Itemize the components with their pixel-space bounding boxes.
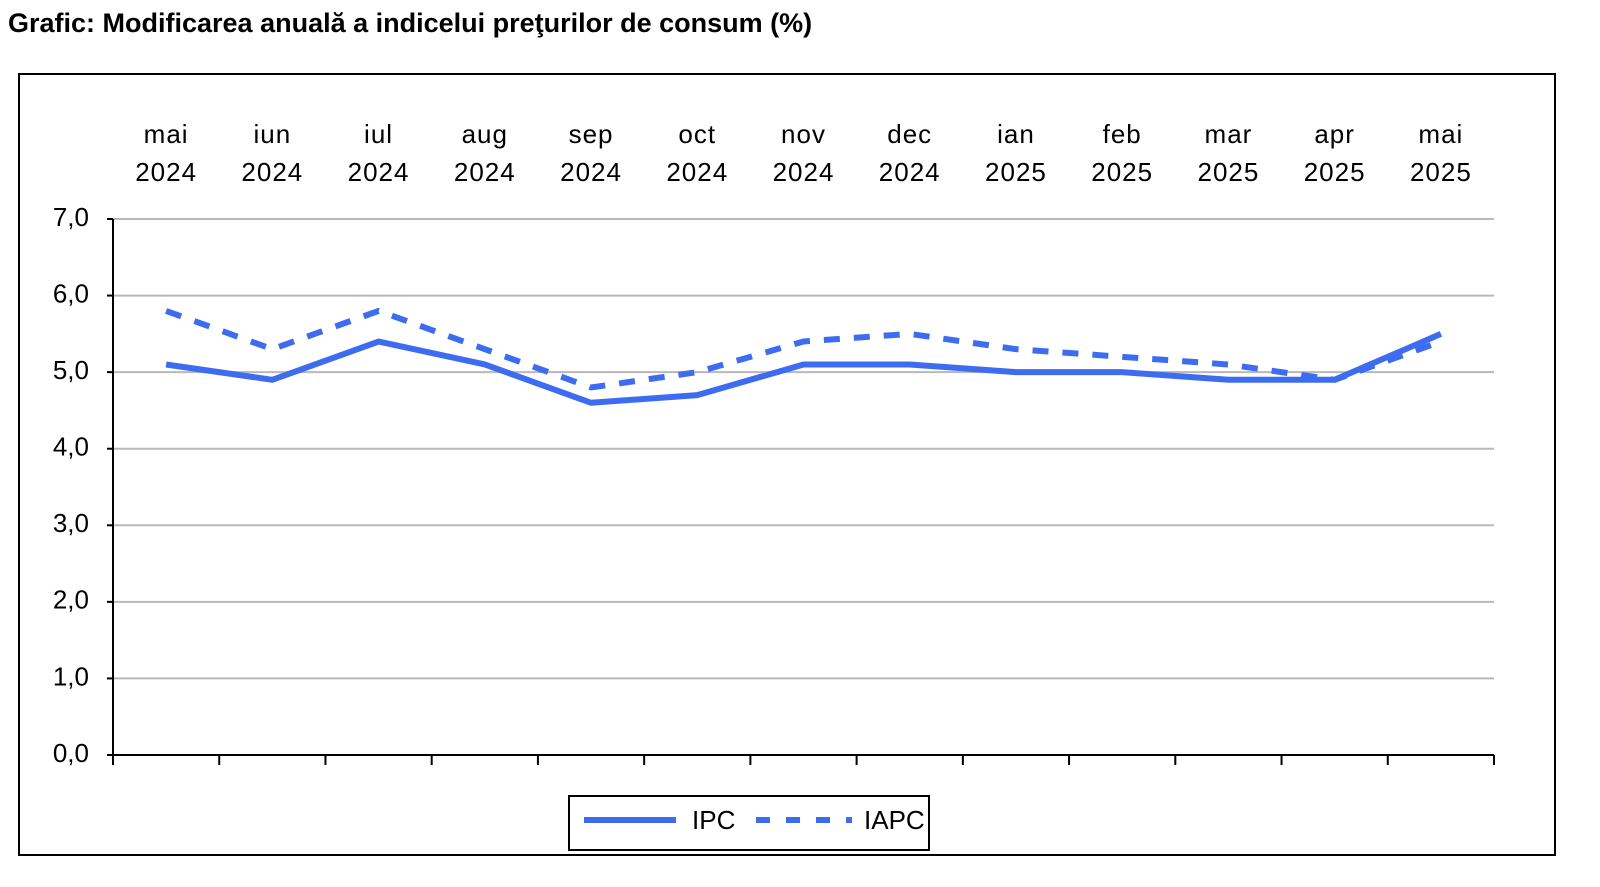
x-tick-label: feb 2025 [1091, 119, 1154, 187]
legend-label: IAPC [864, 805, 925, 835]
x-tick-label: mai 2025 [1409, 119, 1472, 187]
y-tick-label: 5,0 [53, 355, 89, 385]
x-tick-label: apr 2025 [1303, 119, 1366, 187]
x-tick-label: ian 2025 [985, 119, 1047, 187]
x-tick-label: sep 2024 [560, 119, 622, 187]
y-tick-label: 7,0 [53, 202, 89, 232]
x-tick-label: nov 2024 [772, 119, 835, 187]
y-tick-label: 3,0 [53, 508, 89, 538]
chart-frame [18, 73, 1556, 856]
x-tick-label: mar 2025 [1197, 119, 1260, 187]
x-tick-label: oct 2024 [666, 119, 729, 187]
y-tick-label: 1,0 [53, 661, 89, 691]
chart-title: Grafic: Modificarea anuală a indicelui p… [8, 8, 813, 38]
y-tick-label: 2,0 [53, 585, 89, 615]
series-line [165, 307, 1442, 391]
x-tick-label: iun 2024 [241, 119, 304, 187]
series-line [165, 331, 1443, 406]
y-tick-label: 4,0 [53, 432, 89, 462]
x-tick-label: mai 2024 [135, 119, 198, 187]
x-tick-label: dec 2024 [878, 119, 941, 187]
y-tick-label: 6,0 [53, 278, 89, 308]
x-tick-label: aug 2024 [453, 119, 516, 187]
y-tick-label: 0,0 [53, 738, 89, 768]
legend-label: IPC [692, 805, 735, 835]
x-tick-label: iul 2024 [347, 119, 410, 187]
